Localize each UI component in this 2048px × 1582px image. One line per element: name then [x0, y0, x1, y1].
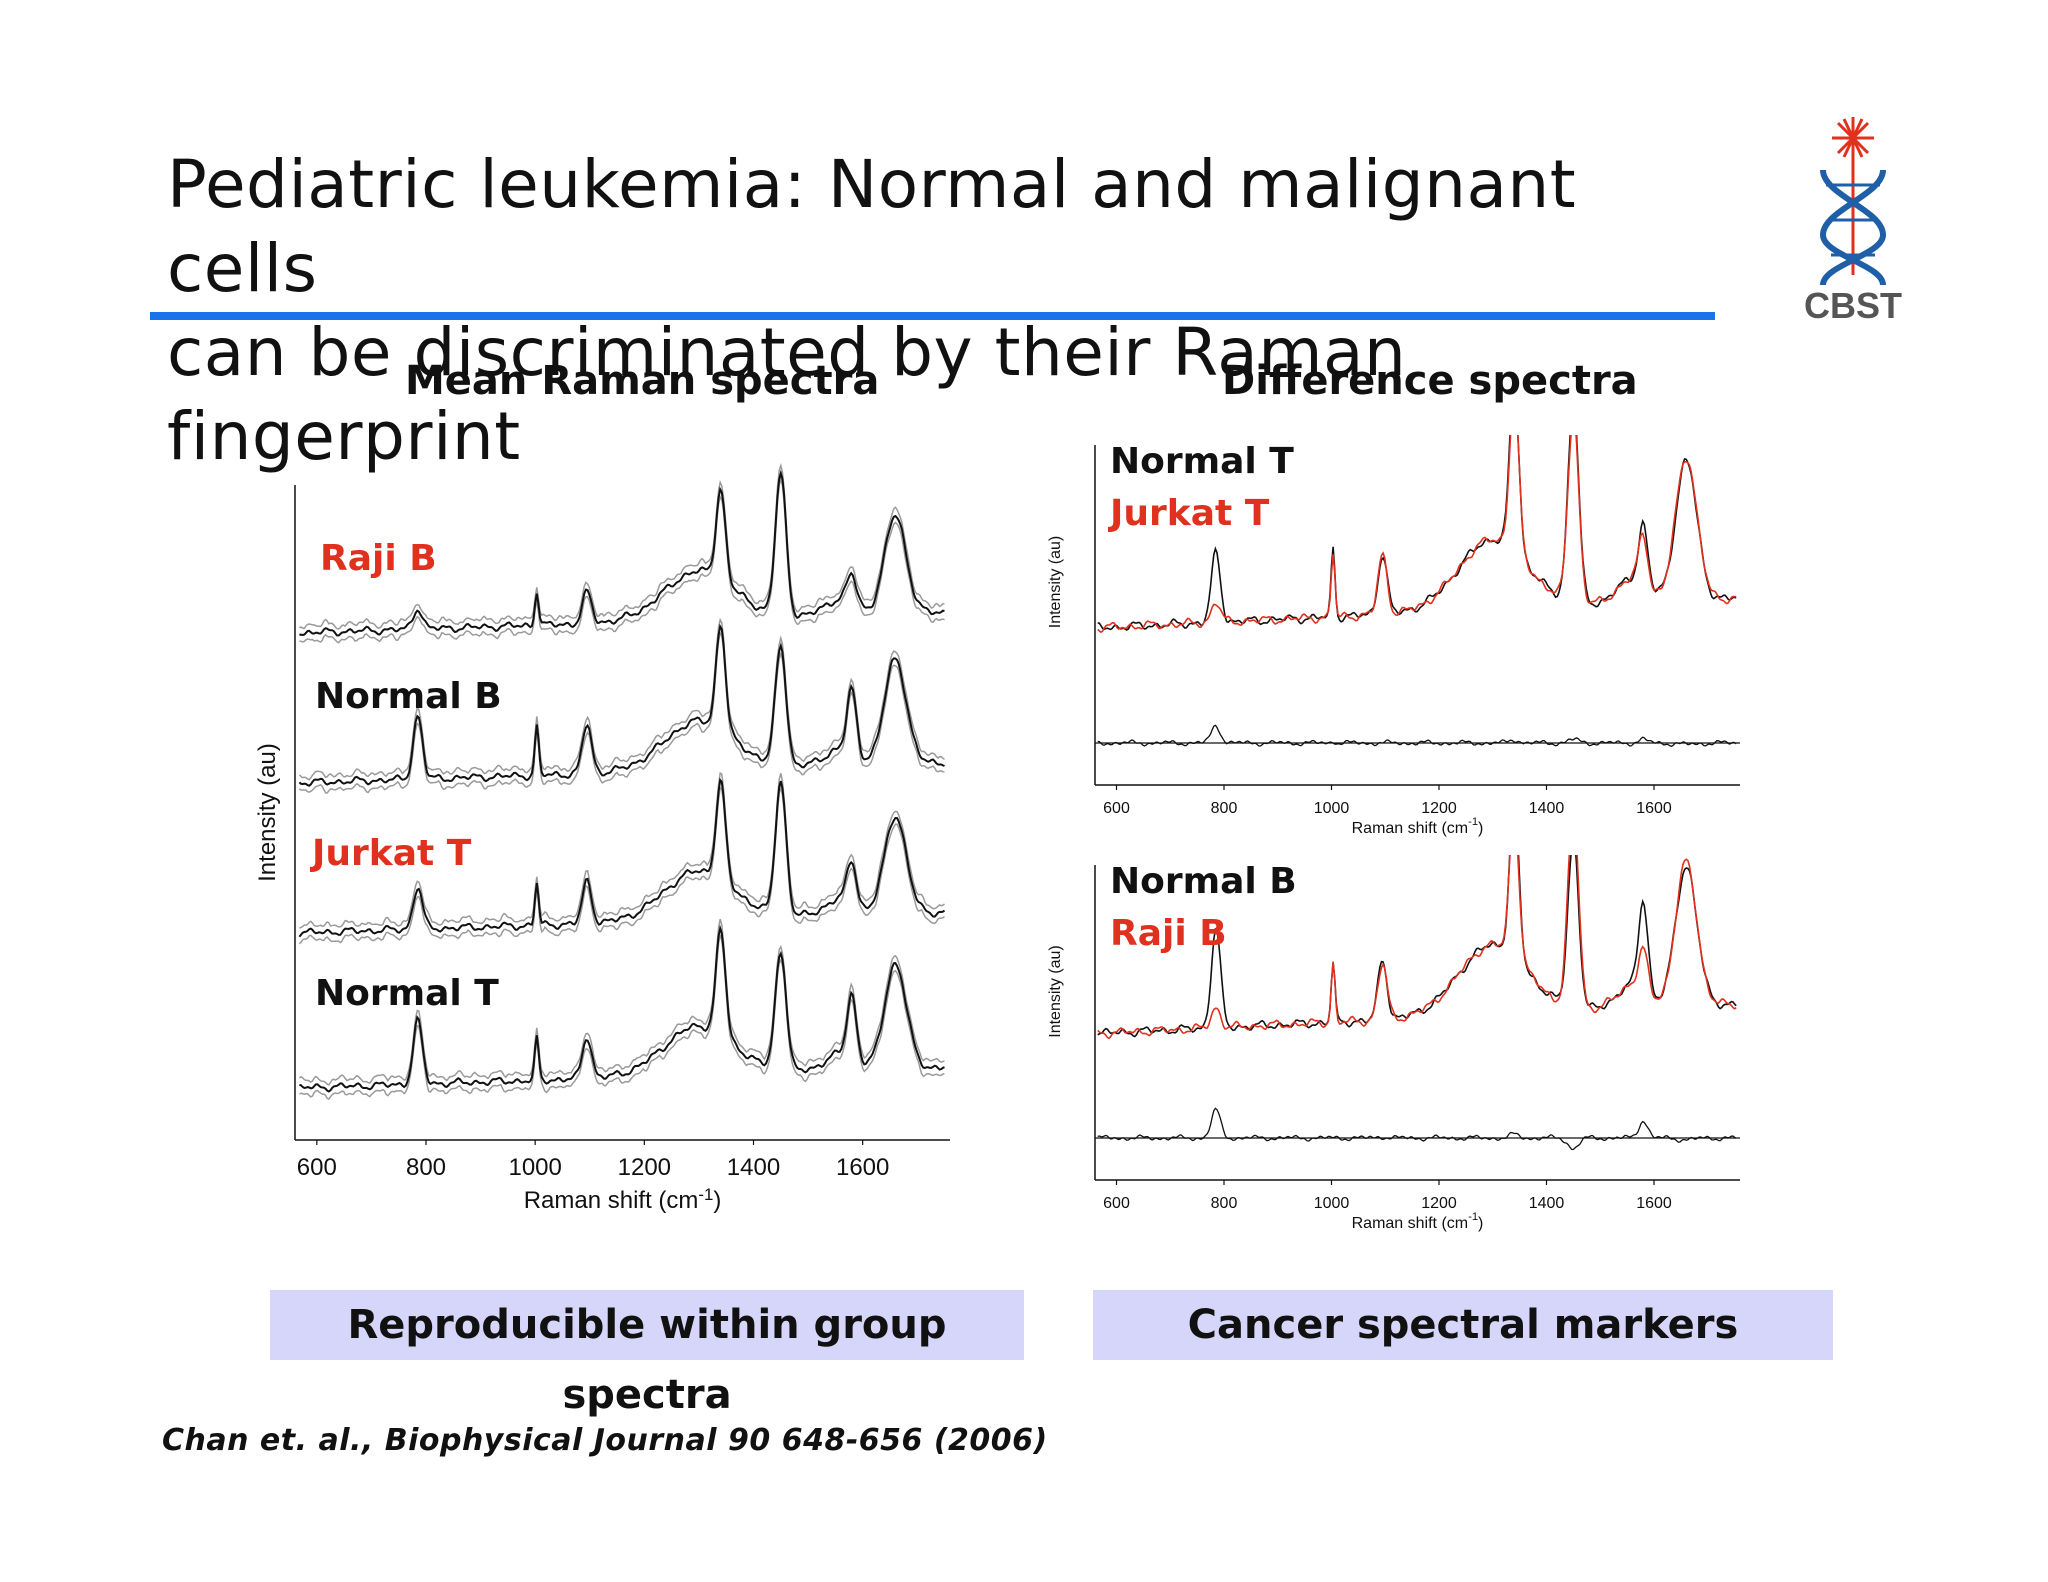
x-tick-label: 600 — [1103, 1195, 1130, 1212]
x-tick-label: 800 — [1211, 1195, 1238, 1212]
series-lower-bound — [299, 476, 945, 644]
left-caption: Reproducible within group spectra — [270, 1290, 1024, 1418]
x-axis-label: Raman shift (cm-1) — [1352, 1211, 1484, 1232]
x-axis-label: Raman shift (cm-1) — [524, 1185, 722, 1214]
title-line-1: Pediatric leukemia: Normal and malignant… — [167, 146, 1577, 307]
x-axis-label: Raman shift (cm-1) — [1352, 816, 1484, 837]
dna-helix-icon — [1819, 169, 1887, 286]
y-axis-label: Intensity (au) — [1047, 945, 1064, 1037]
title-line-2: can be discriminated by their Raman fing… — [167, 314, 1407, 475]
x-tick-label: 1200 — [1421, 1195, 1457, 1212]
logo-text: CBST — [1804, 285, 1902, 325]
difference-line — [1097, 1107, 1737, 1151]
x-tick-label: 1600 — [1636, 1195, 1672, 1212]
series-line — [1097, 855, 1737, 1040]
x-tick-label: 1000 — [1314, 1195, 1350, 1212]
y-axis-label: Intensity (au) — [1047, 536, 1064, 628]
difference-line — [1097, 724, 1737, 748]
x-tick-label: 1400 — [727, 1154, 780, 1181]
series-label: Jurkat T — [1107, 493, 1270, 534]
y-axis-label: Intensity (au) — [254, 743, 281, 882]
slide-title: Pediatric leukemia: Normal and malignant… — [167, 143, 1707, 479]
x-tick-label: 1600 — [1636, 800, 1672, 817]
x-tick-label: 800 — [1211, 800, 1238, 817]
right-caption: Cancer spectral markers — [1093, 1290, 1833, 1360]
series-label: Normal B — [1110, 861, 1297, 902]
series-label: Raji B — [1110, 913, 1227, 954]
series-label: Jurkat T — [309, 833, 472, 874]
x-tick-label: 800 — [406, 1154, 446, 1181]
series-line — [298, 777, 946, 938]
series-line — [1097, 435, 1737, 634]
series-line — [299, 469, 945, 637]
series-label: Normal T — [1110, 441, 1294, 482]
cbst-logo: CBST — [1798, 115, 1908, 326]
title-underline — [150, 312, 1715, 320]
right-heading: Difference spectra — [1222, 358, 1638, 404]
series-upper-bound — [299, 771, 945, 929]
x-tick-label: 1000 — [1314, 800, 1350, 817]
x-tick-label: 600 — [1103, 800, 1130, 817]
series-line — [299, 924, 945, 1093]
citation: Chan et. al., Biophysical Journal 90 648… — [162, 1423, 1048, 1458]
x-tick-label: 1400 — [1529, 800, 1565, 817]
series-lower-bound — [298, 784, 945, 945]
laser-burst-icon — [1832, 117, 1874, 159]
series-label: Raji B — [320, 538, 437, 579]
series-label: Normal B — [315, 676, 502, 717]
x-tick-label: 1600 — [836, 1154, 889, 1181]
series-upper-bound — [298, 919, 945, 1086]
series-lower-bound — [299, 934, 945, 1101]
x-tick-label: 1000 — [508, 1154, 561, 1181]
series-line — [1097, 855, 1737, 1038]
difference-chart-b: 600 800 1000 1200 1400 1600 Raman shift (cm-1)… — [1030, 855, 1750, 1255]
x-tick-label: 1400 — [1529, 1195, 1565, 1212]
difference-chart-t: 600 800 1000 1200 1400 1600 Raman shift (cm-1)… — [1030, 435, 1750, 860]
x-tick-label: 1200 — [618, 1154, 671, 1181]
series-line — [298, 623, 945, 787]
series-lower-bound — [298, 631, 945, 794]
left-heading: Mean Raman spectra — [405, 358, 880, 404]
series-upper-bound — [298, 617, 945, 781]
series-upper-bound — [299, 462, 945, 630]
series-label: Normal T — [315, 973, 499, 1014]
x-tick-label: 600 — [297, 1154, 337, 1181]
x-tick-label: 1200 — [1421, 800, 1457, 817]
mean-spectra-chart: 600 800 1000 1200 1400 1600 Raman shift (cm-1)… — [240, 440, 980, 1240]
